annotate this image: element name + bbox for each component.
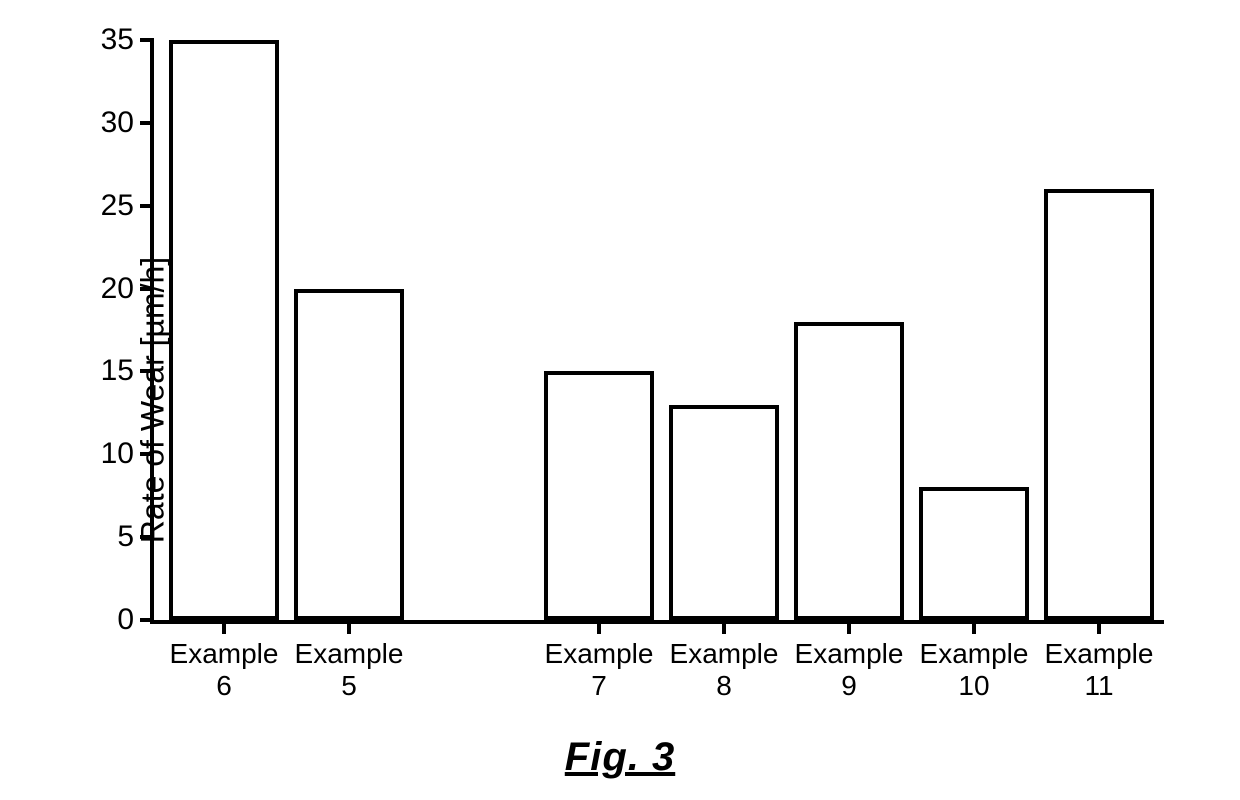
x-tick-label: Example 8 [654, 638, 794, 702]
y-tick-label: 10 [101, 437, 134, 471]
x-tick-label: Example 5 [279, 638, 419, 702]
bar [169, 40, 279, 620]
y-tick-label: 35 [101, 23, 134, 57]
x-tick [222, 620, 226, 634]
bar [544, 371, 654, 620]
y-tick [140, 38, 154, 42]
x-tick [597, 620, 601, 634]
y-tick [140, 535, 154, 539]
y-tick-label: 0 [117, 603, 134, 637]
y-tick-label: 30 [101, 106, 134, 140]
bar [919, 487, 1029, 620]
y-tick-label: 5 [117, 520, 134, 554]
x-tick [722, 620, 726, 634]
plot-area: 05101520253035Example 6Example 5Example … [150, 40, 1164, 624]
x-tick [847, 620, 851, 634]
x-tick-label: Example 7 [529, 638, 669, 702]
x-tick [347, 620, 351, 634]
y-tick [140, 369, 154, 373]
x-tick-label: Example 9 [779, 638, 919, 702]
x-tick-label: Example 6 [154, 638, 294, 702]
y-tick [140, 121, 154, 125]
y-tick [140, 452, 154, 456]
y-tick-label: 25 [101, 189, 134, 223]
bar [294, 289, 404, 620]
chart-container: Rate of Wear [µm/h] 05101520253035Exampl… [0, 0, 1240, 800]
y-tick [140, 287, 154, 291]
x-tick [1097, 620, 1101, 634]
figure-caption: Fig. 3 [565, 735, 675, 780]
y-tick-label: 20 [101, 272, 134, 306]
y-tick [140, 618, 154, 622]
bar [669, 405, 779, 620]
x-tick-label: Example 11 [1029, 638, 1169, 702]
bar [794, 322, 904, 620]
x-tick [972, 620, 976, 634]
y-tick [140, 204, 154, 208]
y-tick-label: 15 [101, 354, 134, 388]
x-tick-label: Example 10 [904, 638, 1044, 702]
bar [1044, 189, 1154, 620]
